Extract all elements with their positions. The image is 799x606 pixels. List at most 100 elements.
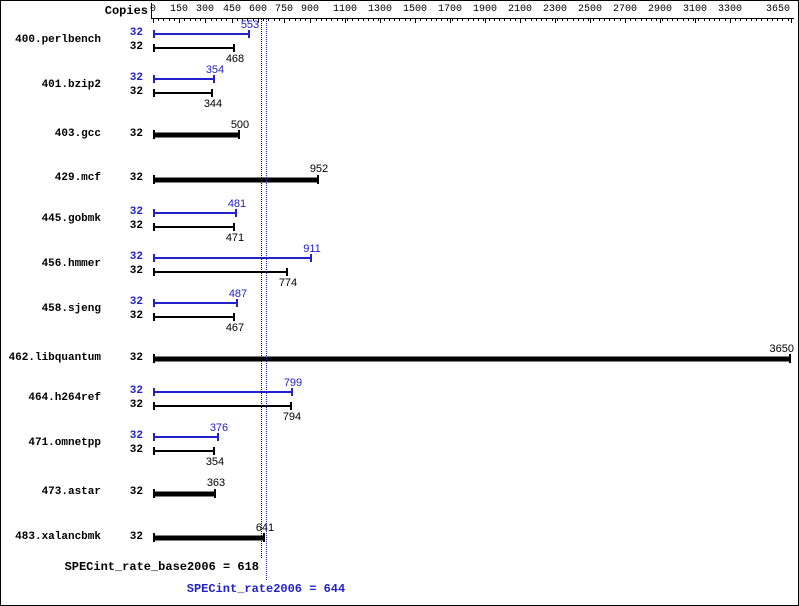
bar-end-cap: [214, 489, 216, 498]
bar-start-cap: [153, 175, 155, 184]
axis-minor-tick: [426, 18, 427, 21]
bar-end-cap: [290, 402, 292, 410]
value-label-peak: 354: [205, 64, 225, 76]
axis-tick-label: 1900: [472, 4, 497, 15]
axis-minor-tick: [714, 18, 715, 21]
bar-start-cap: [153, 130, 155, 139]
axis-minor-tick: [263, 18, 264, 21]
x-axis-line: [151, 18, 794, 19]
bar-shaft: [153, 212, 237, 214]
bar-start-cap: [153, 44, 155, 52]
copies-label: 32: [129, 399, 143, 411]
axis-major-tick: [153, 18, 154, 23]
copies-label: 32: [129, 310, 143, 322]
value-label-base: 774: [278, 277, 298, 289]
axis-minor-tick: [473, 18, 474, 21]
axis-minor-tick: [609, 18, 610, 21]
axis-minor-tick: [504, 18, 505, 21]
axis-minor-tick: [646, 18, 647, 21]
axis-minor-tick: [510, 18, 511, 21]
bar-shaft: [153, 33, 250, 35]
axis-minor-tick: [211, 18, 212, 21]
axis-minor-tick: [295, 18, 296, 21]
axis-minor-tick: [394, 18, 395, 21]
bar-shaft: [153, 226, 235, 228]
benchmark-label: 445.gobmk: [41, 213, 101, 225]
axis-major-tick: [695, 18, 696, 23]
benchmark-label: 483.xalancbmk: [15, 531, 101, 543]
axis-minor-tick: [751, 18, 752, 21]
axis-minor-tick: [405, 18, 406, 21]
value-label-peak: 553: [240, 19, 260, 31]
bar-shaft: [153, 491, 216, 496]
copies-label: 32: [129, 72, 143, 84]
bar-end-cap: [291, 388, 293, 396]
axis-minor-tick: [279, 18, 280, 21]
bar-base: [153, 354, 791, 363]
axis-minor-tick: [221, 18, 222, 21]
axis-minor-tick: [683, 18, 684, 21]
axis-minor-tick: [384, 18, 385, 21]
axis-minor-tick: [378, 18, 379, 21]
axis-minor-tick: [541, 18, 542, 21]
copies-label: 32: [129, 251, 143, 263]
benchmark-label: 464.h264ref: [28, 392, 101, 404]
bar-start-cap: [153, 254, 155, 262]
bar-end-cap: [233, 313, 235, 321]
bar-start-cap: [153, 388, 155, 396]
benchmark-label: 456.hmmer: [41, 258, 101, 270]
value-label-base: 952: [309, 163, 329, 175]
reference-line-peak: [266, 19, 267, 580]
axis-minor-tick: [410, 18, 411, 21]
axis-minor-tick: [431, 18, 432, 21]
benchmark-label: 473.astar: [41, 486, 101, 498]
axis-minor-tick: [599, 18, 600, 21]
axis-major-tick: [555, 18, 556, 23]
axis-minor-tick: [457, 18, 458, 21]
axis-tick-label: 2700: [612, 4, 637, 15]
axis-major-tick: [450, 18, 451, 23]
bar-start-cap: [153, 447, 155, 455]
bar-peak: [153, 30, 250, 38]
value-label-base: 354: [205, 456, 225, 468]
axis-minor-tick: [788, 18, 789, 21]
axis-minor-tick: [326, 18, 327, 21]
axis-minor-tick: [342, 18, 343, 21]
bar-start-cap: [153, 209, 155, 217]
axis-tick-label: 900: [300, 4, 319, 15]
axis-minor-tick: [163, 18, 164, 21]
axis-minor-tick: [331, 18, 332, 21]
value-label-base: 500: [230, 119, 250, 131]
axis-tick-label: 3100: [682, 4, 707, 15]
axis-tick-label: 2900: [647, 4, 672, 15]
axis-minor-tick: [321, 18, 322, 21]
axis-major-tick: [345, 18, 346, 23]
axis-minor-tick: [756, 18, 757, 21]
summary-peak-label: SPECint_rate2006 = 644: [186, 582, 346, 596]
axis-major-tick: [380, 18, 381, 23]
axis-minor-tick: [740, 18, 741, 21]
bar-end-cap: [233, 44, 235, 52]
axis-minor-tick: [184, 18, 185, 21]
value-label-base: 794: [282, 411, 302, 423]
value-label-base: 468: [225, 53, 245, 65]
axis-minor-tick: [593, 18, 594, 21]
axis-minor-tick: [179, 18, 180, 21]
axis-minor-tick: [578, 18, 579, 21]
axis-minor-tick: [531, 18, 532, 21]
axis-tick-label: 1100: [332, 4, 357, 15]
axis-minor-tick: [337, 18, 338, 21]
copies-label: 32: [129, 430, 143, 442]
axis-minor-tick: [693, 18, 694, 21]
axis-minor-tick: [253, 18, 254, 21]
bar-end-cap: [317, 175, 319, 184]
axis-minor-tick: [704, 18, 705, 21]
axis-minor-tick: [677, 18, 678, 21]
value-label-peak: 487: [228, 288, 248, 300]
benchmark-label: 471.omnetpp: [28, 437, 101, 449]
value-label-peak: 799: [283, 377, 303, 389]
axis-minor-tick: [698, 18, 699, 21]
value-label-peak: 911: [303, 243, 321, 255]
axis-minor-tick: [782, 18, 783, 21]
value-label-base: 641: [255, 522, 275, 534]
